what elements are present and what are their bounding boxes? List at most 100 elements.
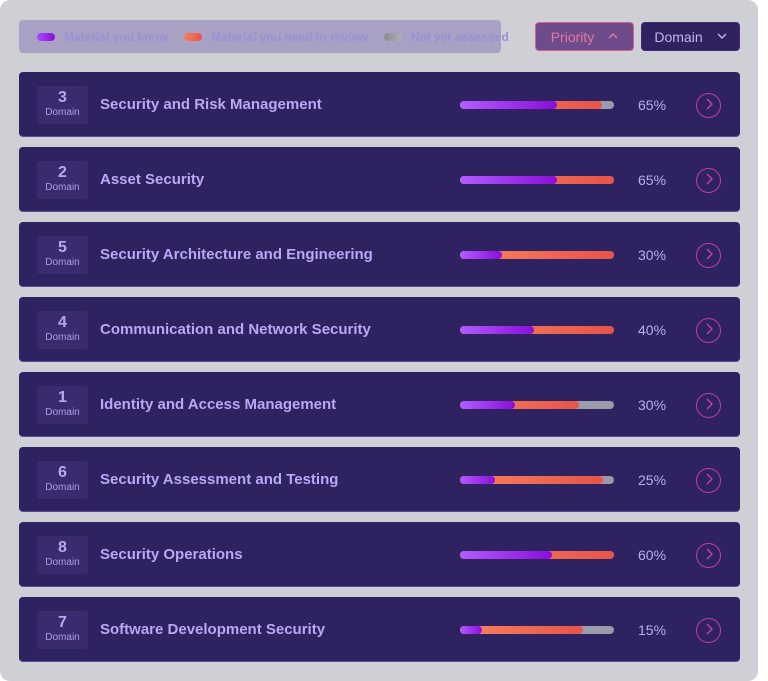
progress-percent: 65% <box>638 172 667 188</box>
progress-percent: 65% <box>638 97 667 113</box>
chevron-right-icon <box>705 247 713 265</box>
domain-title: Security and Risk Management <box>100 96 322 113</box>
progress-percent: 40% <box>638 322 667 338</box>
review-segment <box>460 626 584 634</box>
domain-title: Identity and Access Management <box>100 396 337 413</box>
legend: Material you know Material you need to r… <box>19 20 509 53</box>
domain-badge: 6 Domain <box>37 461 88 499</box>
known-swatch-icon <box>37 32 55 41</box>
open-domain-button[interactable] <box>696 93 721 118</box>
known-segment <box>460 626 482 634</box>
domain-number: 8 <box>58 539 67 556</box>
sort-priority-label: Priority <box>550 28 595 45</box>
sort-priority-button[interactable]: Priority <box>535 22 634 51</box>
progress-bar <box>460 401 614 409</box>
progress-bar <box>460 101 614 109</box>
domain-number: 6 <box>58 464 67 481</box>
progress-bar <box>460 551 614 559</box>
chevron-down-icon <box>717 31 727 42</box>
review-segment <box>460 251 614 259</box>
legend-label: Material you need to review <box>211 29 368 44</box>
chevron-up-icon <box>608 31 618 42</box>
known-segment <box>460 551 553 559</box>
domain-badge-label: Domain <box>45 107 80 118</box>
domain-row[interactable]: 8 Domain Security Operations 60% <box>19 522 740 587</box>
open-domain-button[interactable] <box>696 468 721 493</box>
open-domain-button[interactable] <box>696 243 721 268</box>
progress-bar <box>460 251 614 259</box>
open-domain-button[interactable] <box>696 543 721 568</box>
progress-percent: 30% <box>638 397 667 413</box>
domain-title: Communication and Network Security <box>100 321 371 338</box>
chevron-right-icon <box>705 97 713 115</box>
known-segment <box>460 326 534 334</box>
domain-row[interactable]: 7 Domain Software Development Security 1… <box>19 597 740 662</box>
progress-bar <box>460 176 614 184</box>
sort-domain-button[interactable]: Domain <box>641 22 740 51</box>
progress-percent: 25% <box>638 472 667 488</box>
progress-percent: 15% <box>638 622 667 638</box>
progress-bar <box>460 476 614 484</box>
review-segment <box>460 326 614 334</box>
review-segment <box>460 476 604 484</box>
domain-badge: 8 Domain <box>37 536 88 574</box>
legend-item-not-assessed: Not yet assessed <box>383 29 509 44</box>
known-segment <box>460 476 496 484</box>
progress-bar <box>460 326 614 334</box>
domain-row[interactable]: 4 Domain Communication and Network Secur… <box>19 297 740 362</box>
domain-badge: 3 Domain <box>37 86 88 124</box>
domain-row[interactable]: 3 Domain Security and Risk Management 65… <box>19 72 740 137</box>
open-domain-button[interactable] <box>696 618 721 643</box>
chevron-right-icon <box>705 397 713 415</box>
domain-badge-label: Domain <box>45 182 80 193</box>
domain-number: 5 <box>58 239 67 256</box>
chevron-right-icon <box>705 547 713 565</box>
legend-item-known: Material you know <box>37 30 168 44</box>
known-segment <box>460 251 502 259</box>
legend-item-review: Material you need to review <box>184 30 368 44</box>
domain-badge-label: Domain <box>45 632 80 643</box>
legend-label: Not yet assessed <box>410 29 509 44</box>
domain-title: Asset Security <box>100 171 205 188</box>
progress-percent: 30% <box>638 247 667 263</box>
domain-number: 4 <box>58 314 67 331</box>
domain-title: Security Assessment and Testing <box>100 471 339 488</box>
domain-badge-label: Domain <box>45 482 80 493</box>
domain-title: Security Operations <box>100 546 243 563</box>
domain-badge-label: Domain <box>45 407 80 418</box>
domain-badge: 1 Domain <box>37 386 88 424</box>
review-swatch-icon <box>184 32 203 41</box>
domain-badge: 4 Domain <box>37 311 88 349</box>
review-segment <box>460 401 579 409</box>
domain-title: Security Architecture and Engineering <box>100 246 373 263</box>
domain-number: 1 <box>58 389 67 406</box>
domain-badge-label: Domain <box>45 557 80 568</box>
open-domain-button[interactable] <box>696 393 721 418</box>
progress-percent: 60% <box>638 547 667 563</box>
not-assessed-swatch-icon <box>383 32 402 41</box>
chevron-right-icon <box>705 172 713 190</box>
sort-domain-label: Domain <box>654 28 703 45</box>
known-segment <box>460 401 516 409</box>
known-segment <box>460 176 558 184</box>
chevron-right-icon <box>705 322 713 340</box>
domain-number: 7 <box>58 614 67 631</box>
domain-number: 3 <box>58 89 67 106</box>
domain-row[interactable]: 5 Domain Security Architecture and Engin… <box>19 222 740 287</box>
domain-badge: 7 Domain <box>37 611 88 649</box>
domain-row[interactable]: 6 Domain Security Assessment and Testing… <box>19 447 740 512</box>
open-domain-button[interactable] <box>696 318 721 343</box>
domain-title: Software Development Security <box>100 621 326 638</box>
domain-list: 3 Domain Security and Risk Management 65… <box>19 72 740 672</box>
domain-row[interactable]: 1 Domain Identity and Access Management … <box>19 372 740 437</box>
open-domain-button[interactable] <box>696 168 721 193</box>
domain-badge-label: Domain <box>45 332 80 343</box>
known-segment <box>460 101 558 109</box>
domain-badge: 5 Domain <box>37 236 88 274</box>
chevron-right-icon <box>705 622 713 640</box>
domain-badge-label: Domain <box>45 257 80 268</box>
domain-row[interactable]: 2 Domain Asset Security 65% <box>19 147 740 212</box>
progress-bar <box>460 626 614 634</box>
domain-badge: 2 Domain <box>37 161 88 199</box>
chevron-right-icon <box>705 472 713 490</box>
